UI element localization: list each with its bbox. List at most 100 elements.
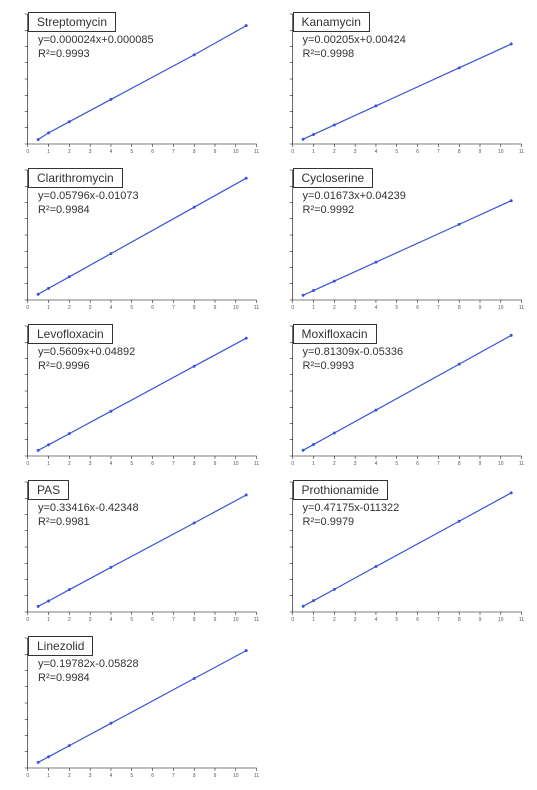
svg-text:6: 6 bbox=[416, 461, 419, 467]
svg-text:9: 9 bbox=[478, 617, 481, 623]
data-point bbox=[457, 520, 460, 523]
svg-text:3: 3 bbox=[353, 149, 356, 155]
data-point bbox=[37, 138, 40, 141]
svg-text:6: 6 bbox=[151, 617, 154, 623]
data-point bbox=[301, 449, 304, 452]
data-point bbox=[332, 280, 335, 283]
svg-text:5: 5 bbox=[130, 461, 133, 467]
svg-text:7: 7 bbox=[172, 773, 175, 779]
svg-text:8: 8 bbox=[193, 773, 196, 779]
svg-text:1: 1 bbox=[47, 149, 50, 155]
svg-text:9: 9 bbox=[478, 149, 481, 155]
data-point bbox=[68, 588, 71, 591]
data-point bbox=[193, 365, 196, 368]
svg-text:3: 3 bbox=[89, 617, 92, 623]
chart-equation-levofloxacin: y=0.5609x+0.04892R²=0.9996 bbox=[38, 346, 135, 374]
data-point bbox=[193, 522, 196, 525]
chart-title-levofloxacin: Levofloxacin bbox=[28, 324, 113, 344]
data-point bbox=[374, 104, 377, 107]
svg-text:8: 8 bbox=[193, 149, 196, 155]
svg-text:1: 1 bbox=[312, 149, 315, 155]
svg-text:9: 9 bbox=[478, 461, 481, 467]
svg-text:6: 6 bbox=[151, 149, 154, 155]
chart-title-moxifloxacin: Moxifloxacin bbox=[293, 324, 377, 344]
data-point bbox=[245, 649, 248, 652]
svg-text:0: 0 bbox=[26, 461, 29, 467]
data-point bbox=[37, 761, 40, 764]
svg-text:4: 4 bbox=[374, 305, 377, 311]
svg-text:4: 4 bbox=[374, 617, 377, 623]
data-point bbox=[109, 722, 112, 725]
svg-text:1: 1 bbox=[47, 305, 50, 311]
svg-text:9: 9 bbox=[214, 773, 217, 779]
data-point bbox=[457, 66, 460, 69]
r2-line: R²=0.9992 bbox=[303, 204, 406, 218]
data-point bbox=[509, 199, 512, 202]
data-point bbox=[301, 605, 304, 608]
svg-text:11: 11 bbox=[254, 149, 259, 155]
equation-line: y=0.47175x-011322 bbox=[303, 502, 400, 516]
data-point bbox=[47, 131, 50, 134]
data-point bbox=[374, 565, 377, 568]
chart-title-clarithromycin: Clarithromycin bbox=[28, 168, 123, 188]
data-point bbox=[312, 289, 315, 292]
chart-equation-streptomycin: y=0.000024x+0.000085R²=0.9993 bbox=[38, 34, 154, 62]
data-point bbox=[301, 138, 304, 141]
data-point bbox=[509, 491, 512, 494]
chart-equation-cycloserine: y=0.01673x+0.04239R²=0.9992 bbox=[303, 190, 406, 218]
svg-text:7: 7 bbox=[172, 617, 175, 623]
data-point bbox=[509, 334, 512, 337]
svg-text:9: 9 bbox=[478, 305, 481, 311]
svg-text:2: 2 bbox=[332, 305, 335, 311]
svg-text:4: 4 bbox=[110, 149, 113, 155]
svg-text:5: 5 bbox=[395, 305, 398, 311]
data-point bbox=[312, 133, 315, 136]
svg-text:8: 8 bbox=[457, 149, 460, 155]
svg-text:5: 5 bbox=[130, 149, 133, 155]
chart-title-streptomycin: Streptomycin bbox=[28, 12, 116, 32]
data-point bbox=[47, 443, 50, 446]
svg-text:2: 2 bbox=[68, 461, 71, 467]
data-point bbox=[245, 24, 248, 27]
chart-grid: Streptomyciny=0.000024x+0.000085R²=0.999… bbox=[8, 8, 529, 782]
svg-text:6: 6 bbox=[151, 461, 154, 467]
data-point bbox=[47, 600, 50, 603]
svg-text:1: 1 bbox=[47, 617, 50, 623]
svg-text:7: 7 bbox=[172, 305, 175, 311]
svg-text:10: 10 bbox=[233, 461, 239, 467]
svg-text:10: 10 bbox=[233, 149, 239, 155]
chart-equation-moxifloxacin: y=0.81309x-0.05336R²=0.9993 bbox=[303, 346, 404, 374]
data-point bbox=[332, 431, 335, 434]
svg-text:9: 9 bbox=[214, 305, 217, 311]
svg-text:11: 11 bbox=[254, 461, 259, 467]
chart-title-prothionamide: Prothionamide bbox=[293, 480, 388, 500]
svg-text:11: 11 bbox=[519, 305, 524, 311]
svg-text:11: 11 bbox=[519, 461, 524, 467]
svg-text:5: 5 bbox=[395, 149, 398, 155]
data-point bbox=[193, 677, 196, 680]
chart-equation-pas: y=0.33416x-0.42348R²=0.9981 bbox=[38, 502, 139, 530]
r2-line: R²=0.9998 bbox=[303, 48, 406, 62]
svg-text:2: 2 bbox=[68, 305, 71, 311]
svg-text:6: 6 bbox=[151, 305, 154, 311]
svg-text:10: 10 bbox=[233, 305, 239, 311]
svg-text:2: 2 bbox=[68, 149, 71, 155]
equation-line: y=0.81309x-0.05336 bbox=[303, 346, 404, 360]
svg-text:0: 0 bbox=[26, 617, 29, 623]
svg-text:11: 11 bbox=[519, 149, 524, 155]
data-point bbox=[37, 293, 40, 296]
equation-line: y=0.19782x-0.05828 bbox=[38, 658, 139, 672]
svg-text:4: 4 bbox=[110, 773, 113, 779]
svg-text:0: 0 bbox=[291, 461, 294, 467]
svg-text:7: 7 bbox=[172, 149, 175, 155]
svg-text:0: 0 bbox=[26, 149, 29, 155]
data-point bbox=[37, 449, 40, 452]
svg-text:0: 0 bbox=[26, 773, 29, 779]
svg-text:10: 10 bbox=[233, 773, 239, 779]
svg-text:5: 5 bbox=[130, 305, 133, 311]
svg-text:4: 4 bbox=[110, 305, 113, 311]
chart-title-linezolid: Linezolid bbox=[28, 636, 93, 656]
r2-line: R²=0.9996 bbox=[38, 360, 135, 374]
svg-text:7: 7 bbox=[437, 461, 440, 467]
svg-text:8: 8 bbox=[193, 617, 196, 623]
